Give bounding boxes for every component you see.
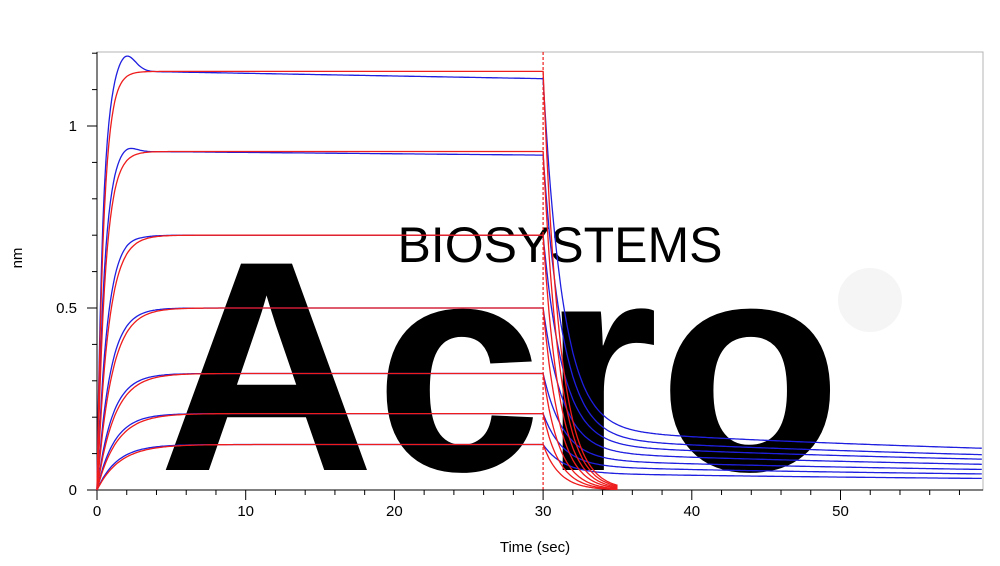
y-tick-label: 0 <box>69 482 77 499</box>
fit-curve-5 <box>96 372 618 491</box>
measured-curve-1 <box>96 55 982 490</box>
watermark-text: BIOSYSTEMS <box>397 217 722 273</box>
y-axis-title: nm <box>9 248 26 269</box>
fit-curve-1 <box>96 70 618 491</box>
fit-curve-7 <box>96 443 618 491</box>
x-axis: 0 10 20 30 40 50 <box>93 489 983 520</box>
measured-curve-2 <box>96 147 982 490</box>
fit-curve-2 <box>96 150 618 491</box>
fit-curves <box>96 70 618 491</box>
fit-curve-4 <box>96 307 618 491</box>
x-tick-label: 10 <box>237 503 254 520</box>
y-axis: 00.51 <box>56 52 98 499</box>
x-axis-title: Time (sec) <box>500 539 570 556</box>
watermark-logo: Acro <box>158 198 842 534</box>
y-tick-label: 0.5 <box>56 300 77 317</box>
watermark-dot <box>838 268 902 332</box>
x-tick-label: 40 <box>683 503 700 520</box>
x-tick-label: 0 <box>93 503 101 520</box>
x-tick-label: 50 <box>832 503 849 520</box>
fit-curve-6 <box>96 412 618 491</box>
x-tick-label: 30 <box>535 503 552 520</box>
x-tick-label: 20 <box>386 503 403 520</box>
fit-curve-3 <box>96 234 618 491</box>
y-tick-label: 1 <box>69 118 77 135</box>
